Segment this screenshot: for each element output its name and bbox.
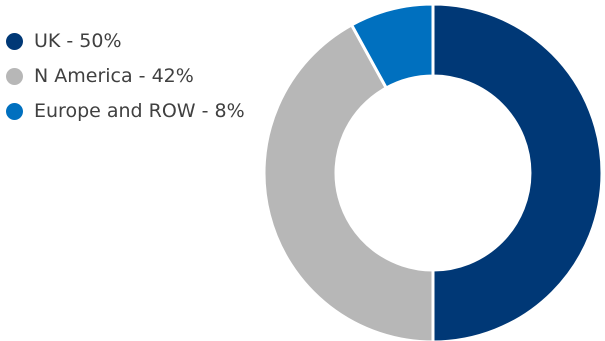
- donut-slice-0: [431, 2, 604, 341]
- legend-label-europe-row: Europe and ROW - 8%: [34, 100, 245, 122]
- legend-label-uk: UK - 50%: [34, 30, 122, 52]
- legend-swatch-uk: [6, 32, 23, 50]
- chart-legend: UK - 50% N America - 42% Europe and ROW …: [6, 30, 245, 135]
- donut-slice-2: [349, 2, 435, 91]
- legend-item-europe-row: Europe and ROW - 8%: [6, 100, 245, 122]
- donut-slice-1: [262, 22, 435, 341]
- legend-label-n-america: N America - 42%: [34, 65, 194, 87]
- legend-swatch-n-america: [6, 67, 23, 85]
- legend-item-n-america: N America - 42%: [6, 65, 245, 87]
- legend-swatch-europe-row: [6, 102, 23, 120]
- legend-item-uk: UK - 50%: [6, 30, 245, 52]
